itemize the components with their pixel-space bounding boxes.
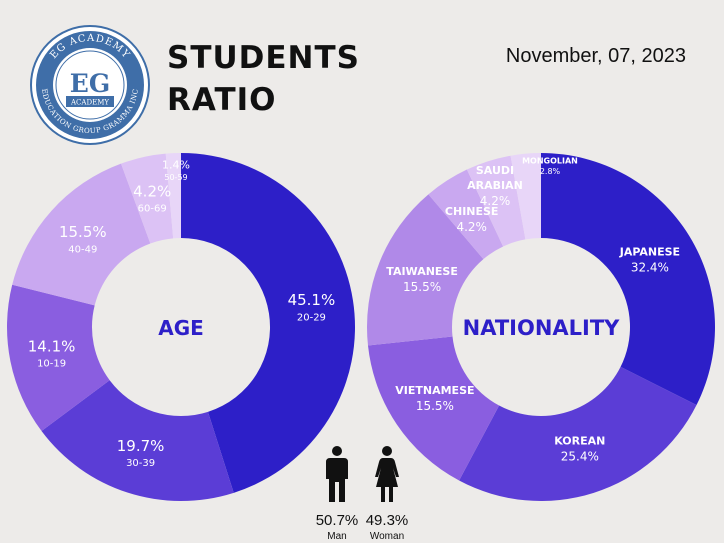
man-figure: 50.7% Man bbox=[312, 446, 362, 542]
logo-initials: EG bbox=[70, 69, 110, 98]
report-date: November, 07, 2023 bbox=[505, 45, 686, 67]
eg-academy-logo: EG ACADEMY EDUCATION GROUP GRAMMA INC EG… bbox=[30, 25, 150, 145]
nationality-value-label-taiwanese: 15.5% bbox=[403, 280, 441, 294]
gender-ratio: 50.7% Man 49.3% Woman bbox=[312, 446, 412, 543]
title-line-1: STUDENTS bbox=[167, 40, 360, 76]
age-value-label-10-19: 14.1% bbox=[28, 337, 76, 355]
nationality-value-label-saudi-arabian: 4.2% bbox=[480, 194, 511, 208]
age-category-label-40-49: 40-49 bbox=[68, 244, 97, 255]
title-line-2: RATIO bbox=[167, 82, 277, 118]
page-title: STUDENTS RATIO bbox=[167, 37, 360, 121]
man-percent: 50.7% bbox=[315, 512, 359, 529]
woman-figure: 49.3% Woman bbox=[362, 446, 412, 542]
age-category-label-30-39: 30-39 bbox=[126, 458, 155, 469]
man-icon bbox=[326, 446, 348, 502]
age-category-label-20-29: 20-29 bbox=[297, 312, 326, 323]
nationality-category-label-japanese: JAPANESE bbox=[619, 245, 680, 258]
nationality-category-label-saudi-arabian: ARABIAN bbox=[467, 179, 523, 192]
nationality-slice-saudi-arabian bbox=[466, 155, 526, 247]
age-slice-50-59 bbox=[165, 152, 181, 239]
age-chart-title: AGE bbox=[158, 316, 204, 340]
age-slice-60-69 bbox=[121, 153, 174, 244]
age-category-label-10-19: 10-19 bbox=[37, 359, 66, 370]
woman-percent: 49.3% bbox=[365, 512, 409, 529]
nationality-category-label-korean: KOREAN bbox=[554, 435, 605, 448]
age-slice-20-29 bbox=[181, 153, 356, 493]
nationality-category-label-saudi-arabian: SAUDI bbox=[476, 164, 514, 177]
nationality-value-label-japanese: 32.4% bbox=[631, 260, 669, 274]
age-category-label-50-59: 50-59 bbox=[164, 173, 187, 182]
nationality-slice-chinese bbox=[428, 169, 504, 260]
age-category-label-60-69: 60-69 bbox=[138, 204, 167, 215]
nationality-category-label-vietnamese: VIETNAMESE bbox=[395, 384, 474, 397]
nationality-slice-taiwanese bbox=[366, 194, 484, 346]
age-slice-10-19 bbox=[7, 284, 110, 432]
nationality-slice-korean bbox=[459, 366, 697, 502]
nationality-value-label-vietnamese: 15.5% bbox=[416, 399, 454, 413]
age-slice-40-49 bbox=[12, 163, 151, 306]
age-slice-30-39 bbox=[41, 380, 234, 502]
woman-icon bbox=[375, 446, 399, 502]
woman-label: Woman bbox=[369, 531, 405, 542]
nationality-value-label-chinese: 4.2% bbox=[456, 220, 487, 234]
nationality-slice-mongolian bbox=[510, 153, 541, 240]
nationality-slice-japanese bbox=[541, 153, 716, 406]
nationality-slice-vietnamese bbox=[367, 336, 500, 481]
nationality-value-label-mongolian: 2.8% bbox=[540, 167, 561, 176]
age-value-label-60-69: 4.2% bbox=[133, 183, 171, 201]
nationality-chart-title: NATIONALITY bbox=[463, 316, 621, 340]
age-value-label-30-39: 19.7% bbox=[117, 437, 165, 455]
nationality-category-label-chinese: CHINESE bbox=[445, 205, 499, 218]
nationality-category-label-taiwanese: TAIWANESE bbox=[386, 265, 458, 278]
man-label: Man bbox=[327, 531, 347, 542]
age-value-label-40-49: 15.5% bbox=[59, 223, 107, 241]
nationality-category-label-mongolian: MONGOLIAN bbox=[522, 156, 578, 165]
logo-banner: ACADEMY bbox=[70, 99, 109, 107]
age-value-label-50-59: 1.4% bbox=[162, 158, 190, 171]
nationality-value-label-korean: 25.4% bbox=[561, 450, 599, 464]
age-value-label-20-29: 45.1% bbox=[288, 291, 336, 309]
